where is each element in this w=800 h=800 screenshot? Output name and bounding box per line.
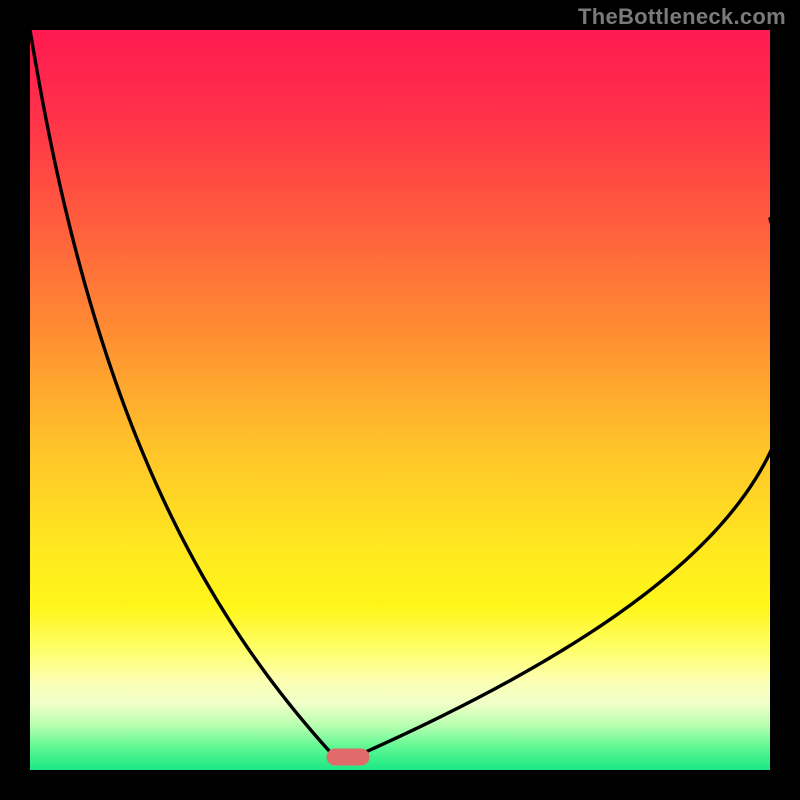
- chart-container: TheBottleneck.com: [0, 0, 800, 800]
- plot-area: [30, 30, 770, 770]
- curve-left-branch: [30, 30, 330, 752]
- watermark-text: TheBottleneck.com: [578, 4, 786, 30]
- bottleneck-marker: [327, 748, 370, 765]
- bottleneck-curve: [30, 30, 770, 770]
- curve-right-branch: [367, 219, 770, 752]
